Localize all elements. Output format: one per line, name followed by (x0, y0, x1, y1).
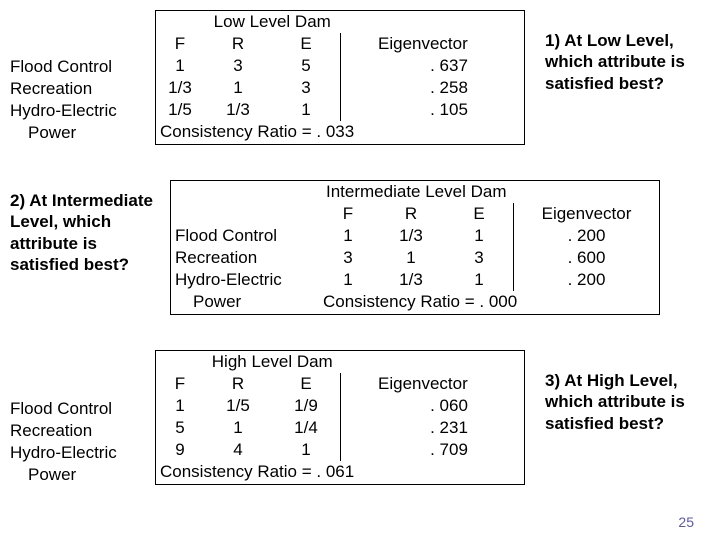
row-flood: Flood Control (171, 225, 320, 247)
cr-label: Consistency Ratio = (323, 292, 479, 311)
t3-E1: 1/4 (272, 417, 341, 439)
t1-E1: 3 (272, 77, 341, 99)
col-F: F (156, 373, 205, 395)
col-E: E (272, 373, 341, 395)
t2-title: Intermediate Level Dam (319, 181, 514, 204)
row-hydro: Hydro-Electric (10, 442, 117, 464)
cr-label: Consistency Ratio = (160, 462, 316, 481)
t1-F0: 1 (156, 55, 205, 77)
t3-Eig1: . 231 (374, 417, 525, 439)
t2-R2: 1/3 (377, 269, 445, 291)
t1-cr: Consistency Ratio = . 033 (156, 121, 525, 144)
page-number: 25 (678, 514, 694, 530)
row-flood: Flood Control (10, 398, 117, 420)
t3-cr: Consistency Ratio = . 061 (156, 461, 525, 484)
t1-rowlabels: Flood Control Recreation Hydro-Electric … (10, 56, 117, 144)
table-high-level: High Level Dam F R E Eigenvector 1 1/5 1… (155, 350, 525, 485)
t1-F2: 1/5 (156, 99, 205, 121)
col-F: F (319, 203, 377, 225)
col-E: E (272, 33, 341, 55)
row-hydro: Hydro-Electric (171, 269, 320, 291)
t3-F2: 9 (156, 439, 205, 461)
question-3: 3) At High Level, which attribute is sat… (545, 370, 705, 434)
t2-F0: 1 (319, 225, 377, 247)
t3-R0: 1/5 (204, 395, 272, 417)
t1-Eig0: . 637 (374, 55, 525, 77)
t2-cr-val: . 000 (479, 292, 517, 311)
t3-F0: 1 (156, 395, 205, 417)
table-intermediate-level: Intermediate Level Dam F R E Eigenvector… (170, 180, 660, 315)
t1-title: Low Level Dam (204, 11, 341, 34)
row-power: Power (10, 122, 117, 144)
t2-Eig1: . 600 (514, 247, 660, 269)
row-power: Power (175, 292, 241, 311)
col-R: R (204, 373, 272, 395)
table-low-level: Low Level Dam F R E Eigenvector 1 3 5 . … (155, 10, 525, 145)
t2-E2: 1 (445, 269, 514, 291)
t2-E1: 3 (445, 247, 514, 269)
col-E: E (445, 203, 514, 225)
t3-Eig2: . 709 (374, 439, 525, 461)
col-Eig: Eigenvector (514, 203, 660, 225)
col-Eig: Eigenvector (374, 33, 525, 55)
t1-E2: 1 (272, 99, 341, 121)
row-recreation: Recreation (171, 247, 320, 269)
t2-F2: 1 (319, 269, 377, 291)
row-recreation: Recreation (10, 420, 117, 442)
t2-F1: 3 (319, 247, 377, 269)
t2-E0: 1 (445, 225, 514, 247)
cr-label: Consistency Ratio = (160, 122, 316, 141)
t2-R1: 1 (377, 247, 445, 269)
t1-F1: 1/3 (156, 77, 205, 99)
t1-R0: 3 (204, 55, 272, 77)
question-1: 1) At Low Level, which attribute is sati… (545, 30, 705, 94)
col-Eig: Eigenvector (374, 373, 525, 395)
row-hydro: Hydro-Electric (10, 100, 117, 122)
t3-E2: 1 (272, 439, 341, 461)
t3-R2: 4 (204, 439, 272, 461)
row-power: Power (10, 464, 117, 486)
t1-E0: 5 (272, 55, 341, 77)
t1-cr-val: . 033 (316, 122, 354, 141)
t1-R1: 1 (204, 77, 272, 99)
t3-F1: 5 (156, 417, 205, 439)
col-R: R (204, 33, 272, 55)
t3-Eig0: . 060 (374, 395, 525, 417)
t2-R0: 1/3 (377, 225, 445, 247)
t3-rowlabels: Flood Control Recreation Hydro-Electric … (10, 398, 117, 486)
t2-cr: Consistency Ratio = . 000 (319, 291, 660, 314)
row-flood: Flood Control (10, 56, 117, 78)
t1-Eig2: . 105 (374, 99, 525, 121)
t3-E0: 1/9 (272, 395, 341, 417)
t2-Eig2: . 200 (514, 269, 660, 291)
t3-R1: 1 (204, 417, 272, 439)
col-F: F (156, 33, 205, 55)
t1-R2: 1/3 (204, 99, 272, 121)
t3-title: High Level Dam (204, 351, 341, 374)
col-R: R (377, 203, 445, 225)
t1-Eig1: . 258 (374, 77, 525, 99)
question-2: 2) At Intermediate Level, which attribut… (10, 190, 160, 275)
t3-cr-val: . 061 (316, 462, 354, 481)
t2-Eig0: . 200 (514, 225, 660, 247)
slide: Flood Control Recreation Hydro-Electric … (0, 0, 720, 540)
row-recreation: Recreation (10, 78, 117, 100)
